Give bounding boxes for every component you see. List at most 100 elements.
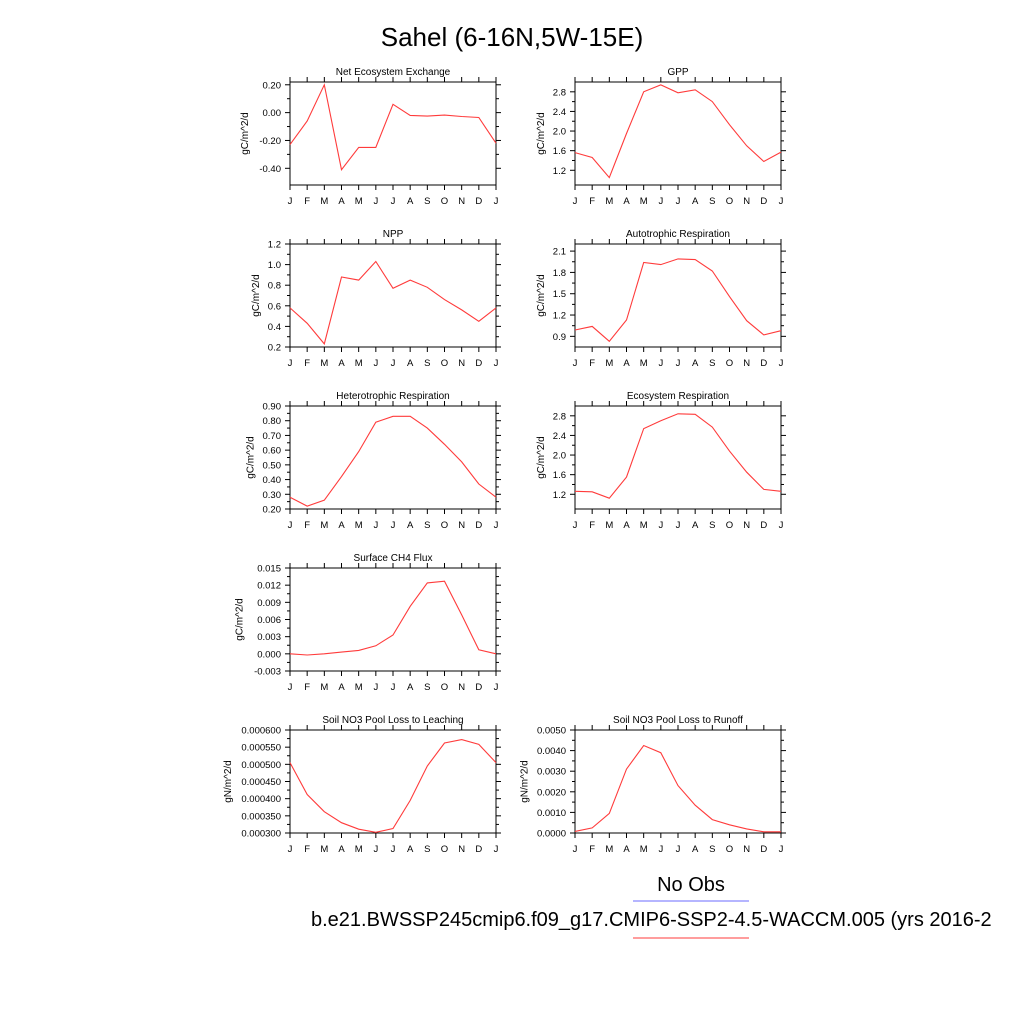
x-tick-label: N [458, 358, 465, 369]
x-tick-label: S [424, 196, 430, 207]
x-tick-label: J [373, 196, 378, 207]
panel-title: Surface CH4 Flux [354, 553, 433, 564]
y-tick-label: 1.8 [553, 268, 566, 279]
plot-frame [289, 567, 497, 672]
x-tick-label: M [640, 358, 648, 369]
panel-title: Soil NO3 Pool Loss to Runoff [613, 715, 743, 726]
x-tick-label: J [373, 358, 378, 369]
y-tick-label: 0.0010 [537, 808, 566, 819]
y-tick-label: 0.00 [263, 108, 282, 119]
x-tick-label: J [288, 844, 293, 855]
series-line [574, 84, 782, 179]
x-tick-label: N [458, 520, 465, 531]
y-tick-label: 2.4 [553, 431, 566, 442]
x-tick-label: N [458, 196, 465, 207]
y-tick-label: 0.2 [268, 343, 281, 354]
y-tick-label: 0.000600 [241, 726, 281, 737]
x-tick-label: J [494, 358, 499, 369]
series-line [289, 739, 497, 833]
x-tick-label: M [320, 844, 328, 855]
x-tick-label: F [304, 358, 310, 369]
x-tick-label: A [623, 520, 630, 531]
x-tick-label: J [676, 520, 681, 531]
x-tick-label: A [623, 196, 630, 207]
y-tick-label: 0.30 [263, 490, 282, 501]
x-tick-label: A [407, 520, 414, 531]
x-tick-label: A [338, 844, 345, 855]
x-tick-label: S [424, 520, 430, 531]
x-tick-label: J [779, 358, 784, 369]
x-tick-label: A [692, 520, 699, 531]
y-tick-label: 1.2 [553, 490, 566, 501]
y-tick-label: 2.8 [553, 411, 566, 422]
x-tick-label: F [589, 196, 595, 207]
x-tick-label: D [760, 358, 767, 369]
x-tick-label: J [391, 682, 396, 693]
x-tick-label: J [676, 358, 681, 369]
x-tick-label: J [676, 844, 681, 855]
y-tick-label: 0.000350 [241, 811, 281, 822]
series-line [574, 413, 782, 499]
x-tick-label: M [355, 520, 363, 531]
y-tick-label: 1.6 [553, 470, 566, 481]
x-tick-label: D [760, 520, 767, 531]
y-tick-label: 1.0 [268, 260, 281, 271]
legend-obs-label: No Obs [657, 874, 725, 896]
plot-frame [289, 405, 497, 510]
y-axis-label: gN/m^2/d [223, 760, 234, 803]
y-axis-label: gN/m^2/d [519, 760, 530, 803]
y-tick-label: 0.006 [257, 615, 281, 626]
x-tick-label: M [605, 196, 613, 207]
x-tick-label: S [709, 520, 715, 531]
x-tick-label: F [589, 520, 595, 531]
y-axis-label: gC/m^2/d [536, 436, 547, 479]
x-tick-label: J [288, 682, 293, 693]
x-tick-label: N [743, 196, 750, 207]
x-tick-label: O [726, 196, 733, 207]
y-tick-label: 1.2 [553, 311, 566, 322]
y-tick-label: 0.80 [263, 416, 282, 427]
y-tick-label: 1.5 [553, 289, 566, 300]
y-tick-label: 0.0030 [537, 767, 566, 778]
y-tick-label: 1.6 [553, 146, 566, 157]
y-axis-label: gC/m^2/d [234, 598, 245, 641]
y-tick-label: 2.4 [553, 107, 566, 118]
x-tick-label: J [676, 196, 681, 207]
x-tick-label: O [726, 358, 733, 369]
x-tick-label: J [373, 682, 378, 693]
x-tick-label: J [573, 844, 578, 855]
x-tick-label: A [338, 682, 345, 693]
plot-frame [289, 81, 497, 186]
x-tick-label: J [288, 358, 293, 369]
y-tick-label: 0.000450 [241, 777, 281, 788]
x-tick-label: S [424, 358, 430, 369]
x-tick-label: J [573, 520, 578, 531]
x-tick-label: D [475, 358, 482, 369]
x-tick-label: S [424, 682, 430, 693]
x-tick-label: F [304, 520, 310, 531]
panel-title: Soil NO3 Pool Loss to Leaching [322, 715, 463, 726]
y-tick-label: 0.015 [257, 564, 281, 575]
x-tick-label: S [709, 358, 715, 369]
series-line [289, 260, 497, 346]
x-tick-label: M [320, 520, 328, 531]
panel-title: NPP [383, 229, 404, 240]
y-tick-label: 0.60 [263, 446, 282, 457]
x-tick-label: M [605, 520, 613, 531]
y-tick-label: 0.4 [268, 322, 281, 333]
x-tick-label: F [589, 844, 595, 855]
x-tick-label: M [640, 520, 648, 531]
series-line [574, 744, 781, 833]
y-tick-label: 2.0 [553, 451, 566, 462]
y-tick-label: 0.009 [257, 598, 281, 609]
y-tick-label: 0.0040 [537, 746, 566, 757]
y-tick-label: 0.50 [263, 460, 282, 471]
x-tick-label: N [458, 682, 465, 693]
x-tick-label: J [658, 196, 663, 207]
